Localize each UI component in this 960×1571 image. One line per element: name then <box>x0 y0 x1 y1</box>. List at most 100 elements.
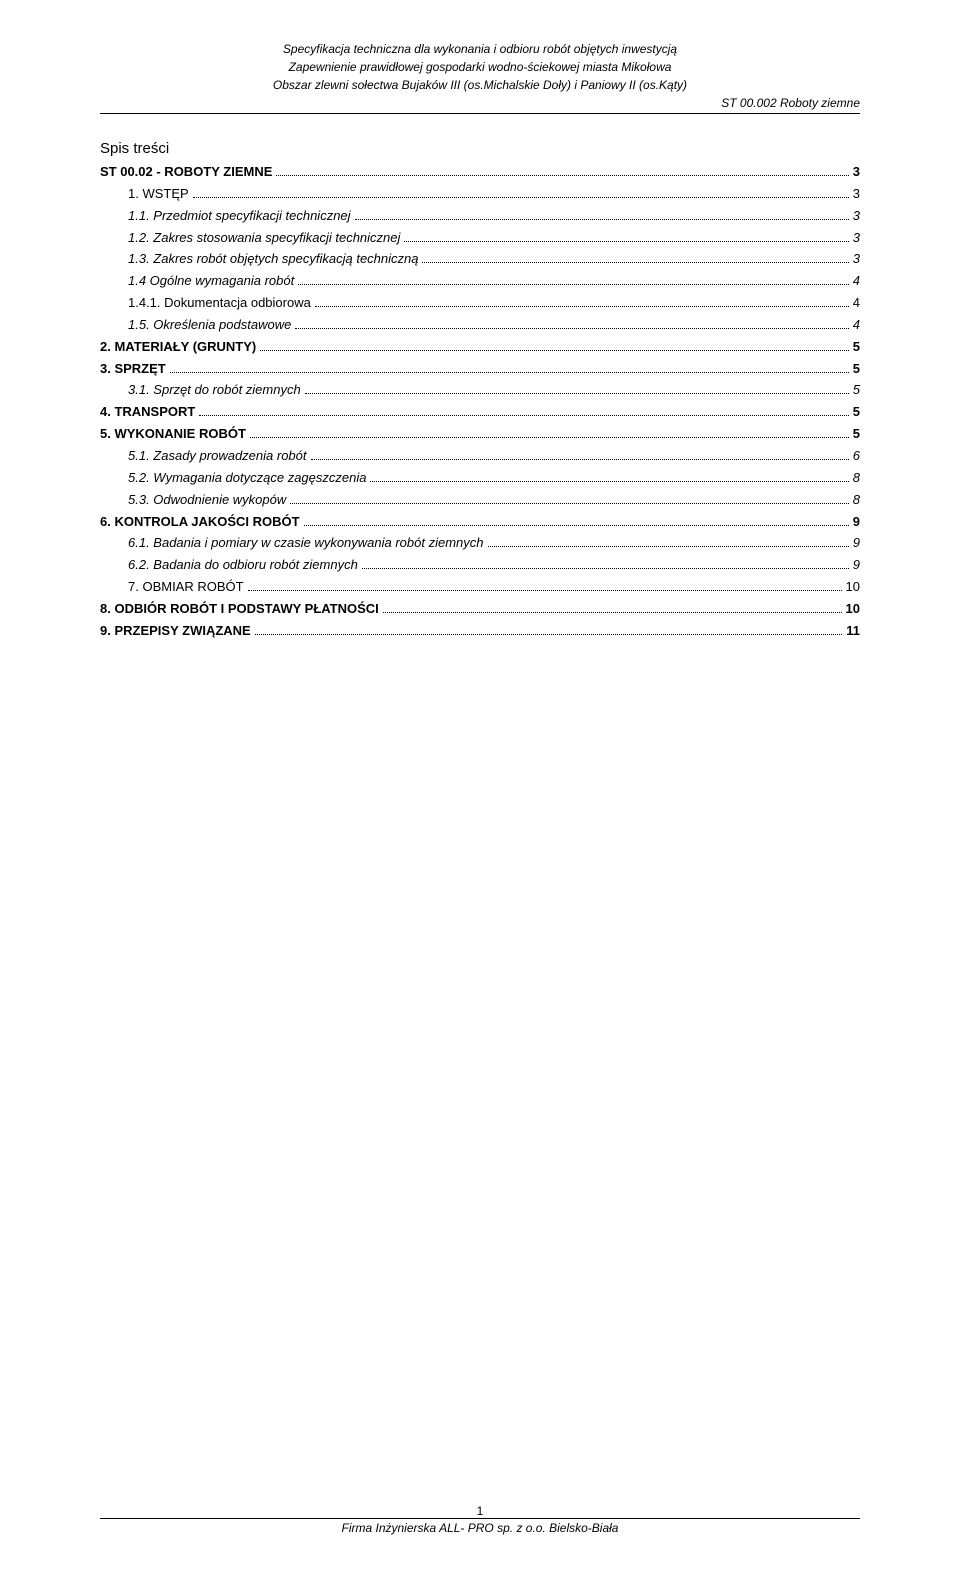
toc-label: 5.1. Zasady prowadzenia robót <box>128 447 307 466</box>
toc-leader-dots <box>370 469 848 482</box>
toc-row: 1.4.1. Dokumentacja odbiorowa 4 <box>100 294 860 313</box>
toc-leader-dots <box>488 535 849 548</box>
toc-row: 3.1. Sprzęt do robót ziemnych 5 <box>100 381 860 400</box>
toc-page-number: 8 <box>853 491 860 510</box>
toc-label: 6.1. Badania i pomiary w czasie wykonywa… <box>128 534 484 553</box>
toc-row: 3. SPRZĘT 5 <box>100 360 860 379</box>
toc-page-number: 5 <box>853 425 860 444</box>
toc-page-number: 9 <box>853 556 860 575</box>
page-footer: 1 Firma Inżynierska ALL- PRO sp. z o.o. … <box>100 1504 860 1535</box>
toc-label: 8. ODBIÓR ROBÓT I PODSTAWY PŁATNOŚCI <box>100 600 379 619</box>
footer-page-number: 1 <box>100 1504 860 1518</box>
footer-rule <box>100 1518 860 1519</box>
toc-row: 4. TRANSPORT 5 <box>100 403 860 422</box>
toc-page-number: 5 <box>853 360 860 379</box>
toc-page-number: 3 <box>853 185 860 204</box>
toc-label: 1.2. Zakres stosowania specyfikacji tech… <box>128 229 400 248</box>
toc-label: 9. PRZEPISY ZWIĄZANE <box>100 622 251 641</box>
toc-leader-dots <box>295 316 848 329</box>
toc-row: 8. ODBIÓR ROBÓT I PODSTAWY PŁATNOŚCI 10 <box>100 600 860 619</box>
toc-label: 1. WSTĘP <box>128 185 189 204</box>
page-header: Specyfikacja techniczna dla wykonania i … <box>100 40 860 94</box>
toc-row: ST 00.02 - ROBOTY ZIEMNE 3 <box>100 163 860 182</box>
toc-row: 1.1. Przedmiot specyfikacji technicznej 3 <box>100 207 860 226</box>
toc-row: 9. PRZEPISY ZWIĄZANE 11 <box>100 622 860 641</box>
table-of-contents: ST 00.02 - ROBOTY ZIEMNE31. WSTĘP31.1. P… <box>100 163 860 641</box>
toc-label: 5.2. Wymagania dotyczące zagęszczenia <box>128 469 366 488</box>
toc-leader-dots <box>193 185 849 198</box>
toc-row: 1.3. Zakres robót objętych specyfikacją … <box>100 250 860 269</box>
toc-label: 1.4.1. Dokumentacja odbiorowa <box>128 294 311 313</box>
toc-page-number: 10 <box>846 600 860 619</box>
toc-label: 1.4 Ogólne wymagania robót <box>128 272 294 291</box>
footer-firm: Firma Inżynierska ALL- PRO sp. z o.o. Bi… <box>100 1521 860 1535</box>
page-container: Specyfikacja techniczna dla wykonania i … <box>0 0 960 1571</box>
toc-page-number: 11 <box>846 622 860 641</box>
toc-row: 5.1. Zasady prowadzenia robót 6 <box>100 447 860 466</box>
toc-leader-dots <box>298 273 849 286</box>
toc-leader-dots <box>304 513 849 526</box>
toc-label: 3. SPRZĘT <box>100 360 166 379</box>
toc-leader-dots <box>362 557 849 570</box>
toc-label: 2. MATERIAŁY (GRUNTY) <box>100 338 256 357</box>
toc-row: 5.3. Odwodnienie wykopów 8 <box>100 491 860 510</box>
toc-row: 6.2. Badania do odbioru robót ziemnych 9 <box>100 556 860 575</box>
toc-row: 7. OBMIAR ROBÓT10 <box>100 578 860 597</box>
toc-title: Spis treści <box>100 140 860 157</box>
header-line-3: Obszar zlewni sołectwa Bujaków III (os.M… <box>100 76 860 94</box>
header-line-2: Zapewnienie prawidłowej gospodarki wodno… <box>100 58 860 76</box>
toc-leader-dots <box>276 163 848 176</box>
toc-label: 7. OBMIAR ROBÓT <box>128 578 244 597</box>
toc-label: 5. WYKONANIE ROBÓT <box>100 425 246 444</box>
toc-row: 1.5. Określenia podstawowe 4 <box>100 316 860 335</box>
toc-page-number: 5 <box>853 381 860 400</box>
header-rule <box>100 113 860 114</box>
toc-leader-dots <box>311 447 849 460</box>
toc-page-number: 9 <box>853 534 860 553</box>
toc-leader-dots <box>315 294 849 307</box>
toc-leader-dots <box>422 251 848 264</box>
toc-page-number: 4 <box>853 272 860 291</box>
toc-page-number: 9 <box>853 513 860 532</box>
toc-leader-dots <box>290 491 849 504</box>
toc-leader-dots <box>250 425 849 438</box>
toc-leader-dots <box>255 622 843 635</box>
toc-leader-dots <box>383 600 842 613</box>
toc-label: 1.5. Określenia podstawowe <box>128 316 291 335</box>
toc-page-number: 8 <box>853 469 860 488</box>
toc-label: 5.3. Odwodnienie wykopów <box>128 491 286 510</box>
toc-row: 2. MATERIAŁY (GRUNTY) 5 <box>100 338 860 357</box>
toc-leader-dots <box>199 404 848 417</box>
toc-label: 6. KONTROLA JAKOŚCI ROBÓT <box>100 513 300 532</box>
toc-label: 1.3. Zakres robót objętych specyfikacją … <box>128 250 418 269</box>
toc-label: 3.1. Sprzęt do robót ziemnych <box>128 381 301 400</box>
toc-page-number: 4 <box>853 294 860 313</box>
toc-row: 6.1. Badania i pomiary w czasie wykonywa… <box>100 534 860 553</box>
toc-leader-dots <box>170 360 849 373</box>
toc-label: 4. TRANSPORT <box>100 403 195 422</box>
toc-page-number: 3 <box>853 207 860 226</box>
toc-row: 1.2. Zakres stosowania specyfikacji tech… <box>100 229 860 248</box>
toc-label: 1.1. Przedmiot specyfikacji technicznej <box>128 207 351 226</box>
toc-leader-dots <box>248 578 842 591</box>
header-corner: ST 00.002 Roboty ziemne <box>100 96 860 110</box>
toc-leader-dots <box>305 382 849 395</box>
toc-label: ST 00.02 - ROBOTY ZIEMNE <box>100 163 272 182</box>
toc-page-number: 6 <box>853 447 860 466</box>
toc-row: 5.2. Wymagania dotyczące zagęszczenia 8 <box>100 469 860 488</box>
toc-page-number: 3 <box>853 229 860 248</box>
toc-page-number: 5 <box>853 338 860 357</box>
toc-row: 1. WSTĘP 3 <box>100 185 860 204</box>
toc-row: 1.4 Ogólne wymagania robót 4 <box>100 272 860 291</box>
toc-page-number: 3 <box>853 250 860 269</box>
toc-page-number: 3 <box>853 163 860 182</box>
toc-label: 6.2. Badania do odbioru robót ziemnych <box>128 556 358 575</box>
toc-leader-dots <box>355 207 849 220</box>
toc-row: 5. WYKONANIE ROBÓT 5 <box>100 425 860 444</box>
toc-page-number: 4 <box>853 316 860 335</box>
toc-row: 6. KONTROLA JAKOŚCI ROBÓT 9 <box>100 513 860 532</box>
toc-leader-dots <box>260 338 849 351</box>
toc-page-number: 5 <box>853 403 860 422</box>
toc-leader-dots <box>404 229 848 242</box>
header-line-1: Specyfikacja techniczna dla wykonania i … <box>100 40 860 58</box>
